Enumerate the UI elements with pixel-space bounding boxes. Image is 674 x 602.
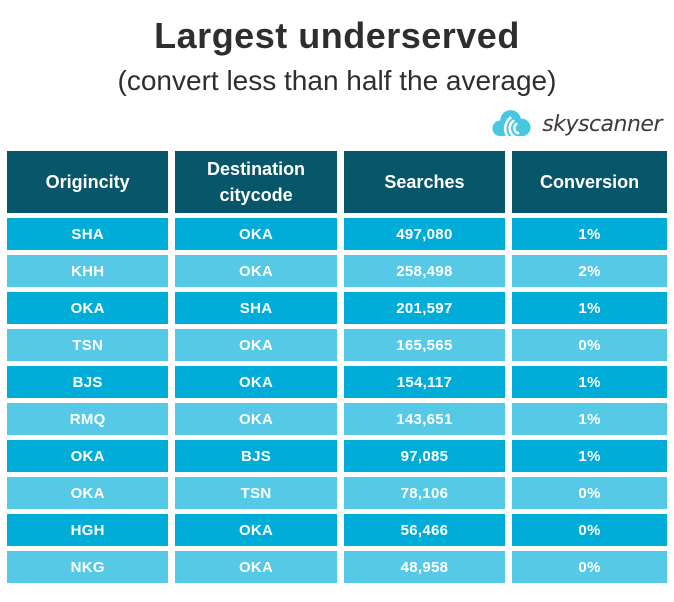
cell-origin: OKA [7,292,169,324]
table-row: OKA BJS 97,085 1% [7,440,667,472]
page-subtitle: (convert less than half the average) [117,65,557,96]
underserved-routes-table: Origincity Destination citycode Searches… [0,146,674,588]
cell-origin: KHH [7,255,169,287]
cell-origin: NKG [7,551,169,583]
table-row: OKA TSN 78,106 0% [7,477,667,509]
cell-destination: OKA [175,218,337,250]
skyscanner-logo: skyscanner [489,107,662,141]
table-row: TSN OKA 165,565 0% [7,329,667,361]
cell-conversion: 0% [512,514,667,546]
cell-origin: OKA [7,440,169,472]
cell-conversion: 1% [512,292,667,324]
cell-conversion: 1% [512,440,667,472]
cell-destination: TSN [175,477,337,509]
cell-searches: 201,597 [343,292,506,324]
cell-destination: OKA [175,403,337,435]
cell-origin: OKA [7,477,169,509]
cell-conversion: 1% [512,218,667,250]
column-header-origincity: Origincity [7,151,169,213]
cell-destination: OKA [175,329,337,361]
cell-searches: 497,080 [343,218,506,250]
cell-conversion: 1% [512,403,667,435]
cell-conversion: 0% [512,329,667,361]
cell-searches: 154,117 [343,366,506,398]
cell-destination: OKA [175,255,337,287]
cell-searches: 165,565 [343,329,506,361]
table-row: RMQ OKA 143,651 1% [7,403,667,435]
table-row: HGH OKA 56,466 0% [7,514,667,546]
cell-origin: HGH [7,514,169,546]
cell-conversion: 2% [512,255,667,287]
cell-destination: OKA [175,366,337,398]
table-row: NKG OKA 48,958 0% [7,551,667,583]
cell-destination: OKA [175,551,337,583]
cell-conversion: 0% [512,477,667,509]
cell-searches: 56,466 [343,514,506,546]
logo-row: skyscanner [0,102,674,146]
table-row: BJS OKA 154,117 1% [7,366,667,398]
table-row: OKA SHA 201,597 1% [7,292,667,324]
cell-destination: OKA [175,514,337,546]
cell-origin: TSN [7,329,169,361]
cell-searches: 48,958 [343,551,506,583]
cell-searches: 258,498 [343,255,506,287]
cell-conversion: 0% [512,551,667,583]
cell-destination: BJS [175,440,337,472]
cell-searches: 78,106 [343,477,506,509]
cell-searches: 97,085 [343,440,506,472]
skyscanner-cloud-icon [489,107,541,141]
table-row: KHH OKA 258,498 2% [7,255,667,287]
cell-origin: BJS [7,366,169,398]
column-header-destination-citycode: Destination citycode [175,151,337,213]
cell-searches: 143,651 [343,403,506,435]
cell-origin: SHA [7,218,169,250]
table-row: SHA OKA 497,080 1% [7,218,667,250]
cell-origin: RMQ [7,403,169,435]
column-header-conversion: Conversion [512,151,667,213]
table-header-row: Origincity Destination citycode Searches… [7,151,667,213]
cell-conversion: 1% [512,366,667,398]
skyscanner-wordmark: skyscanner [542,111,662,137]
cell-destination: SHA [175,292,337,324]
column-header-searches: Searches [343,151,506,213]
page-title: Largest underserved [154,15,520,56]
